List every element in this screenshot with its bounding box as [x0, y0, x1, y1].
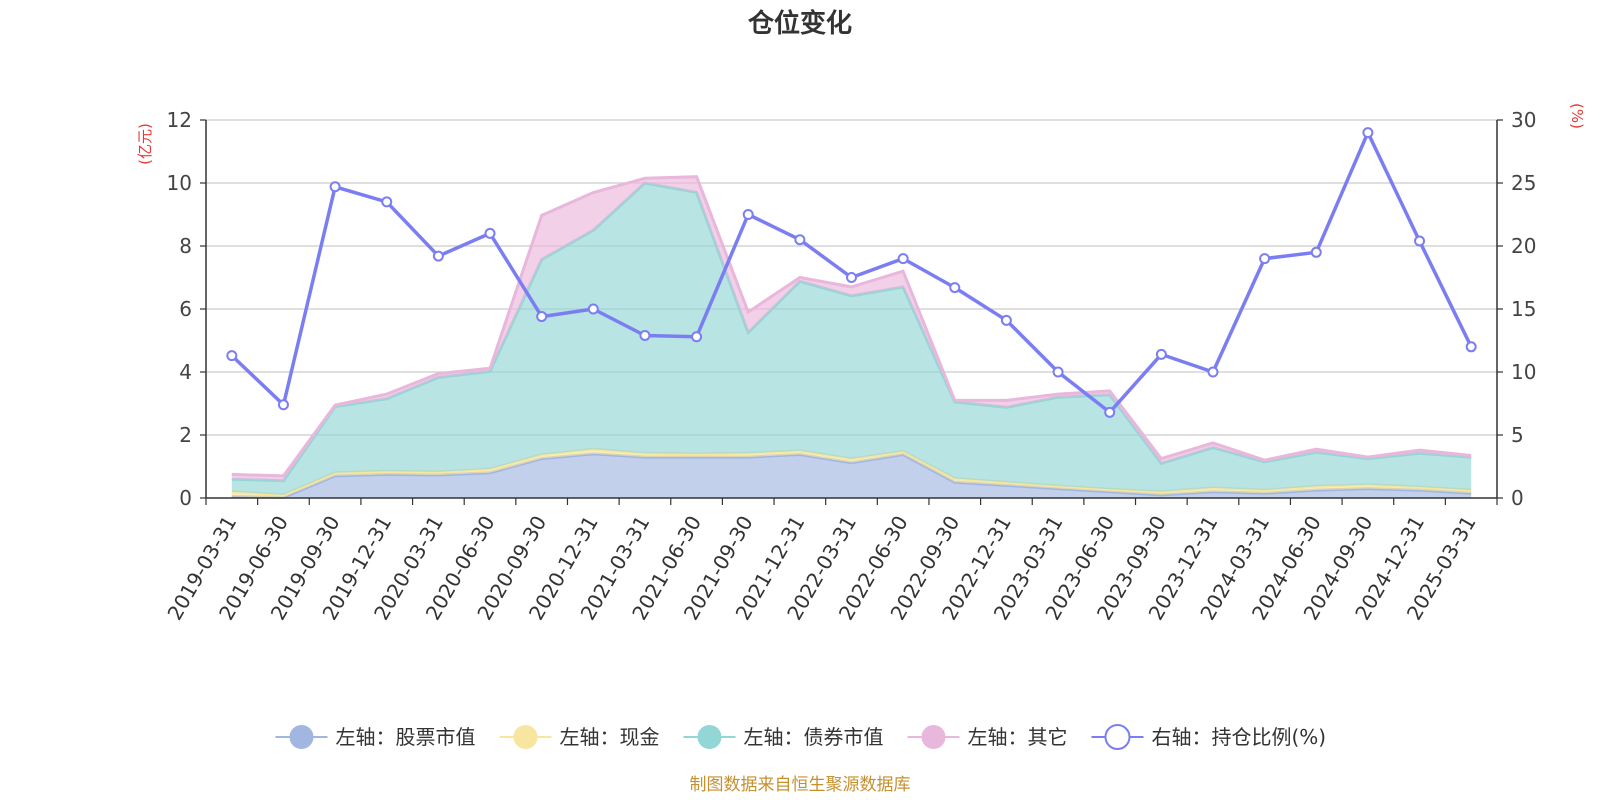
legend-marker [921, 725, 946, 749]
legend-marker [697, 725, 722, 749]
left-tick-label: 4 [179, 360, 192, 384]
legend-label: 左轴：其它 [968, 725, 1068, 749]
ratio-point [949, 282, 961, 294]
right-tick-label: 20 [1511, 234, 1536, 258]
right-tick-label: 25 [1511, 171, 1536, 195]
legend-marker [289, 725, 314, 749]
legend-marker [1104, 724, 1131, 750]
ratio-point [432, 250, 444, 262]
area-series-edge [231, 175, 1472, 478]
ratio-point [1155, 348, 1167, 360]
ratio-point [691, 331, 703, 343]
right-tick-label: 5 [1511, 423, 1524, 447]
legend-marker [513, 725, 538, 749]
ratio-line [226, 127, 1477, 418]
ratio-point [329, 181, 341, 193]
ratio-point [1052, 366, 1064, 378]
ratio-point [1000, 314, 1012, 326]
area-series [231, 183, 1472, 495]
right-tick-label: 0 [1511, 486, 1524, 510]
ratio-point [1362, 127, 1374, 139]
ratio-point [1259, 253, 1271, 265]
left-tick-label: 6 [179, 297, 192, 321]
left-tick-label: 0 [179, 486, 192, 510]
ratio-point [587, 303, 599, 315]
ratio-point [1465, 341, 1477, 353]
ratio-point [1414, 235, 1426, 247]
legend-label: 左轴：股票市值 [336, 725, 476, 749]
data-source-note: 制图数据来自恒生聚源数据库 [690, 775, 911, 795]
legend-label: 左轴：债券市值 [744, 725, 884, 749]
ratio-point [484, 227, 496, 239]
right-tick-label: 30 [1511, 108, 1536, 132]
left-tick-label: 10 [167, 171, 192, 195]
area-series [231, 176, 1472, 481]
ratio-point [742, 209, 754, 220]
left-tick-label: 12 [167, 108, 192, 132]
legend-label: 左轴：现金 [560, 725, 660, 749]
left-tick-label: 8 [179, 234, 192, 258]
left-axis-unit: (亿元) [136, 123, 154, 165]
ratio-point [381, 196, 393, 208]
legend: 左轴：股票市值 左轴：现金 左轴：债券市值 左轴：其它 右轴：持仓比例(%) [275, 724, 1327, 750]
area-series [231, 453, 1472, 498]
ratio-point [1104, 406, 1116, 418]
chart-title: 仓位变化 [747, 8, 852, 39]
left-tick-label: 2 [179, 423, 192, 447]
ratio-point [226, 350, 238, 362]
ratio-point [846, 272, 857, 283]
right-tick-label: 10 [1511, 360, 1536, 384]
ratio-point [536, 311, 548, 323]
right-axis-unit: (%) [1568, 103, 1586, 129]
right-tick-label: 15 [1511, 297, 1536, 321]
legend-label: 右轴：持仓比例(%) [1152, 725, 1327, 749]
ratio-point [1310, 246, 1322, 258]
ratio-point [639, 329, 651, 341]
ratio-point [897, 253, 909, 265]
ratio-point [277, 399, 289, 411]
ratio-point [794, 234, 806, 246]
stacked-areas [231, 175, 1472, 499]
ratio-point [1207, 366, 1219, 378]
